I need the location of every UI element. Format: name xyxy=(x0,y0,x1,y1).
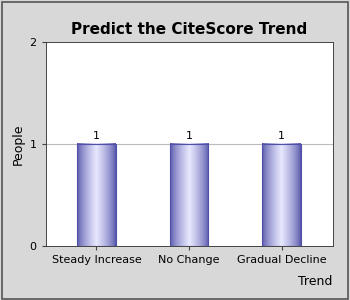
Bar xyxy=(169,144,209,246)
Bar xyxy=(77,144,116,246)
Text: 1: 1 xyxy=(278,131,285,141)
Bar xyxy=(262,144,301,246)
Text: 1: 1 xyxy=(186,131,192,141)
Y-axis label: People: People xyxy=(12,123,25,165)
Text: 1: 1 xyxy=(93,131,100,141)
Title: Predict the CiteScore Trend: Predict the CiteScore Trend xyxy=(71,22,307,37)
Text: Trend: Trend xyxy=(298,275,332,288)
